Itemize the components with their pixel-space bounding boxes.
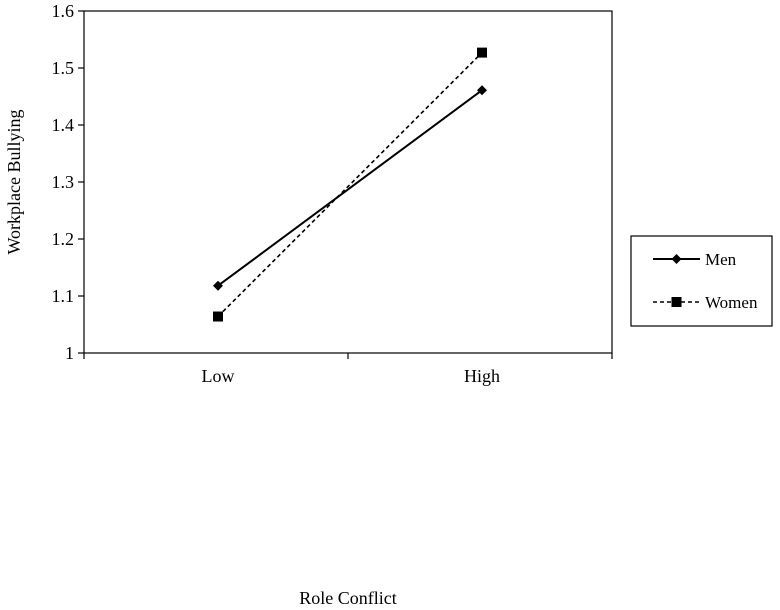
series-line-women [217, 52, 483, 318]
y-tick-label: 1.2 [52, 229, 75, 249]
y-tick-label: 1 [65, 343, 74, 363]
x-axis: Low High [83, 353, 613, 386]
y-tick-label: 1.6 [52, 1, 75, 21]
legend-marker-women [671, 297, 682, 307]
y-axis: 1 1.1 1.2 1.3 1.4 1.5 1.6 [52, 1, 84, 363]
x-tick-label: High [464, 366, 500, 386]
data-point-women-low [213, 311, 223, 322]
x-tick-label: Low [202, 366, 235, 386]
x-axis-title: Role Conflict [299, 588, 397, 608]
legend-label-men: Men [705, 250, 737, 269]
legend-marker-men [671, 254, 682, 264]
y-tick-label: 1.1 [52, 286, 75, 306]
data-point-women-high [477, 47, 487, 58]
data-point-men-high [477, 85, 487, 96]
legend: Men Women [630, 235, 773, 327]
y-tick-label: 1.3 [52, 172, 75, 192]
y-tick-label: 1.5 [52, 58, 75, 78]
y-axis-title: Workplace Bullying [4, 109, 24, 254]
data-point-men-low [213, 280, 223, 291]
series-line-men [217, 89, 483, 287]
legend-box [630, 235, 773, 327]
y-tick-label: 1.4 [52, 115, 75, 135]
legend-label-women: Women [705, 293, 758, 312]
series-layer [213, 47, 487, 322]
